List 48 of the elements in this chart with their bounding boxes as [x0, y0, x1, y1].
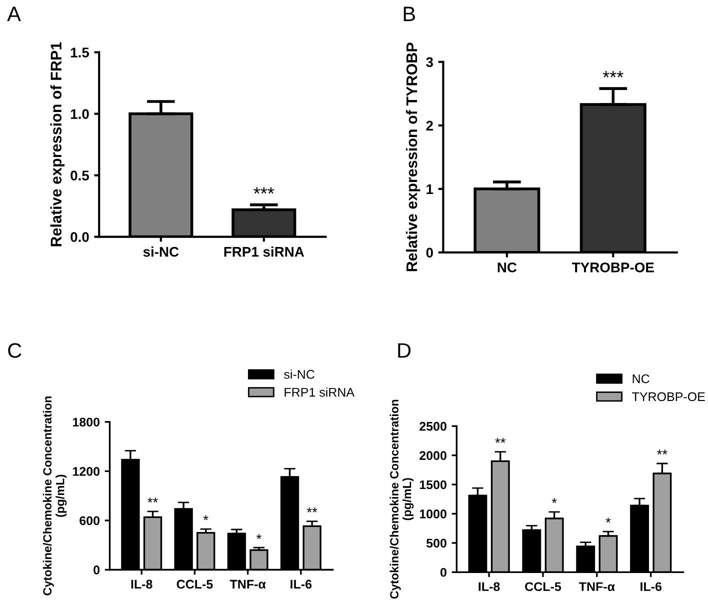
y-tick-label: 1800 [73, 418, 100, 427]
y-tick-label: 0.5 [70, 170, 90, 180]
legend-label: FRP1 siRNA [284, 388, 354, 397]
legend-label: TYROBP-OE [632, 392, 705, 402]
y-axis-title: Relative expression of FRP1 [50, 42, 65, 246]
y-tick-label: 3 [426, 57, 433, 68]
y-tick-label: 2 [426, 120, 433, 130]
annotation: *** [602, 71, 624, 78]
annotation: ** [306, 507, 318, 512]
annotation: *** [254, 187, 274, 194]
y-tick-label: 1 [426, 184, 434, 194]
x-tick-label: IL-6 [290, 580, 312, 589]
x-tick-label: IL-8 [478, 582, 500, 592]
annotation: * [256, 534, 262, 540]
x-tick-label: CCL-5 [525, 582, 562, 592]
y-tick-label: 1500 [420, 480, 446, 490]
y-tick-label: 2500 [420, 422, 446, 431]
y-tick-label: 500 [426, 538, 446, 548]
chart-title: D [398, 343, 411, 358]
y-tick-label: 0.0 [70, 232, 89, 242]
y-tick-label: 1.5 [70, 48, 90, 58]
y-tick-label: 2000 [420, 451, 446, 460]
y-axis-title: Cytokine/Chemokine Concentration (pg/mL) [390, 400, 414, 599]
y-tick-label: 1.0 [70, 109, 89, 119]
annotation: ** [495, 438, 506, 443]
y-tick-label: 1000 [420, 510, 446, 518]
x-tick-label: IL-6 [640, 582, 662, 592]
y-tick-label: 600 [80, 516, 100, 526]
annotation: * [606, 518, 611, 523]
legend-label: si-NC [284, 370, 314, 379]
y-tick-label: 1200 [73, 466, 100, 476]
chart-title: C [8, 343, 22, 358]
annotation: ** [657, 450, 668, 455]
annotation: ** [148, 498, 158, 502]
x-tick-label: TNF-α [230, 580, 266, 589]
chart-title: B [404, 6, 415, 22]
x-tick-label: IL-8 [131, 580, 152, 589]
legend-label: NC [632, 374, 650, 384]
chart-title: A [7, 6, 21, 22]
y-tick-label: 0 [426, 248, 433, 258]
y-tick-label: 0 [94, 566, 100, 574]
y-tick-label: 0 [440, 568, 446, 577]
y-axis-title: Cytokine/Chemokine Concentration (pg/mL) [42, 396, 67, 596]
annotation: * [552, 498, 557, 504]
x-tick-label: TNF-α [578, 582, 615, 592]
x-tick-label: CCL-5 [176, 580, 213, 589]
annotation: * [203, 515, 208, 520]
y-axis-title: Relative expression of TYROBP [406, 42, 420, 272]
